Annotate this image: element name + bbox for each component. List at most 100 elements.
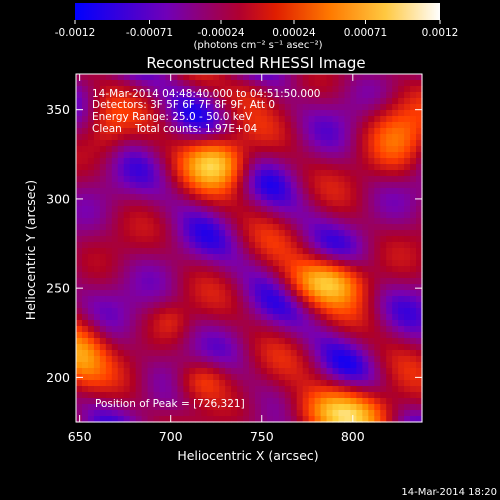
heatmap-cell [76, 170, 83, 177]
heatmap-cell [332, 398, 340, 405]
heatmap-cell [410, 86, 417, 93]
heatmap-cell [380, 296, 387, 303]
heatmap-cell [249, 74, 256, 81]
heatmap-cell [183, 392, 190, 399]
heatmap-cell [249, 392, 256, 399]
heatmap-cell [302, 212, 310, 219]
heatmap-cell [260, 362, 268, 369]
heatmap-cell [350, 86, 357, 93]
heatmap-cell [237, 380, 244, 387]
heatmap-cell [314, 374, 322, 381]
heatmap-cell [374, 314, 381, 321]
colorbar-tick-label: -0.00071 [126, 27, 173, 39]
heatmap-cell [189, 116, 196, 123]
heatmap-cell [320, 260, 328, 267]
heatmap-cell [243, 218, 250, 225]
heatmap-cell [260, 242, 268, 249]
heatmap-cell [308, 110, 316, 117]
heatmap-cell [123, 182, 131, 189]
heatmap-cell [237, 128, 244, 135]
heatmap-cell [135, 278, 143, 285]
heatmap-cell [147, 128, 155, 135]
heatmap-cell [165, 98, 173, 105]
heatmap-cell [254, 326, 262, 333]
heatmap-cell [278, 164, 286, 171]
heatmap-cell [374, 248, 381, 255]
heatmap-cell [392, 152, 399, 159]
heatmap-cell [254, 386, 262, 393]
heatmap-cell [278, 122, 286, 129]
heatmap-cell [207, 380, 214, 387]
heatmap-cell [219, 248, 226, 255]
heatmap-cell [76, 194, 83, 201]
heatmap-cell [350, 218, 357, 225]
heatmap-cell [201, 200, 208, 207]
heatmap-cell [320, 344, 328, 351]
heatmap-cell [314, 362, 322, 369]
heatmap-cell [272, 398, 280, 405]
heatmap-cell [344, 152, 352, 159]
heatmap-cell [404, 398, 411, 405]
heatmap-cell [81, 368, 89, 375]
heatmap-cell [326, 248, 334, 255]
heatmap-cell [314, 314, 322, 321]
heatmap-cell [111, 326, 119, 333]
heatmap-cell [350, 332, 357, 339]
heatmap-cell [356, 266, 363, 273]
heatmap-cell [326, 356, 334, 363]
heatmap-cell [356, 158, 363, 165]
heatmap-cell [308, 302, 316, 309]
heatmap-cell [117, 242, 125, 249]
heatmap-cell [213, 242, 220, 249]
heatmap-cell [254, 152, 262, 159]
heatmap-cell [308, 212, 316, 219]
heatmap-cell [380, 380, 387, 387]
heatmap-cell [171, 356, 179, 363]
heatmap-cell [410, 194, 417, 201]
heatmap-cell [368, 212, 375, 219]
heatmap-cell [344, 416, 352, 423]
heatmap-cell [237, 290, 244, 297]
heatmap-cell [332, 410, 340, 417]
heatmap-cell [165, 158, 173, 165]
heatmap-cell [332, 350, 340, 357]
heatmap-cell [380, 98, 387, 105]
heatmap-cell [105, 404, 113, 411]
heatmap-cell [111, 410, 119, 417]
heatmap-cell [320, 92, 328, 99]
heatmap-cell [135, 104, 143, 111]
heatmap-cell [129, 254, 137, 261]
heatmap-cell [296, 284, 304, 291]
heatmap-cell [93, 116, 101, 123]
heatmap-cell [243, 332, 250, 339]
heatmap-cell [177, 380, 184, 387]
heatmap-cell [272, 350, 280, 357]
heatmap-cell [141, 248, 149, 255]
heatmap-cell [76, 332, 83, 339]
heatmap-cell [219, 362, 226, 369]
heatmap-cell [278, 368, 286, 375]
heatmap-cell [266, 242, 274, 249]
heatmap-cell [207, 362, 214, 369]
heatmap-cell [296, 410, 304, 417]
heatmap-cell [201, 206, 208, 213]
heatmap-cell [380, 392, 387, 399]
heatmap-cell [320, 290, 328, 297]
heatmap-cell [105, 260, 113, 267]
heatmap-cell [147, 308, 155, 315]
heatmap-cell [201, 218, 208, 225]
heatmap-cell [171, 200, 179, 207]
heatmap-cell [272, 314, 280, 321]
heatmap-cell [159, 158, 167, 165]
heatmap-cell [207, 284, 214, 291]
heatmap-cell [386, 110, 393, 117]
heatmap-cell [260, 296, 268, 303]
heatmap-cell [147, 350, 155, 357]
heatmap-cell [302, 260, 310, 267]
heatmap-cell [320, 326, 328, 333]
heatmap-cell [135, 338, 143, 345]
heatmap-cell [308, 164, 316, 171]
heatmap-cell [93, 290, 101, 297]
heatmap-cell [356, 212, 363, 219]
heatmap-cell [99, 248, 107, 255]
